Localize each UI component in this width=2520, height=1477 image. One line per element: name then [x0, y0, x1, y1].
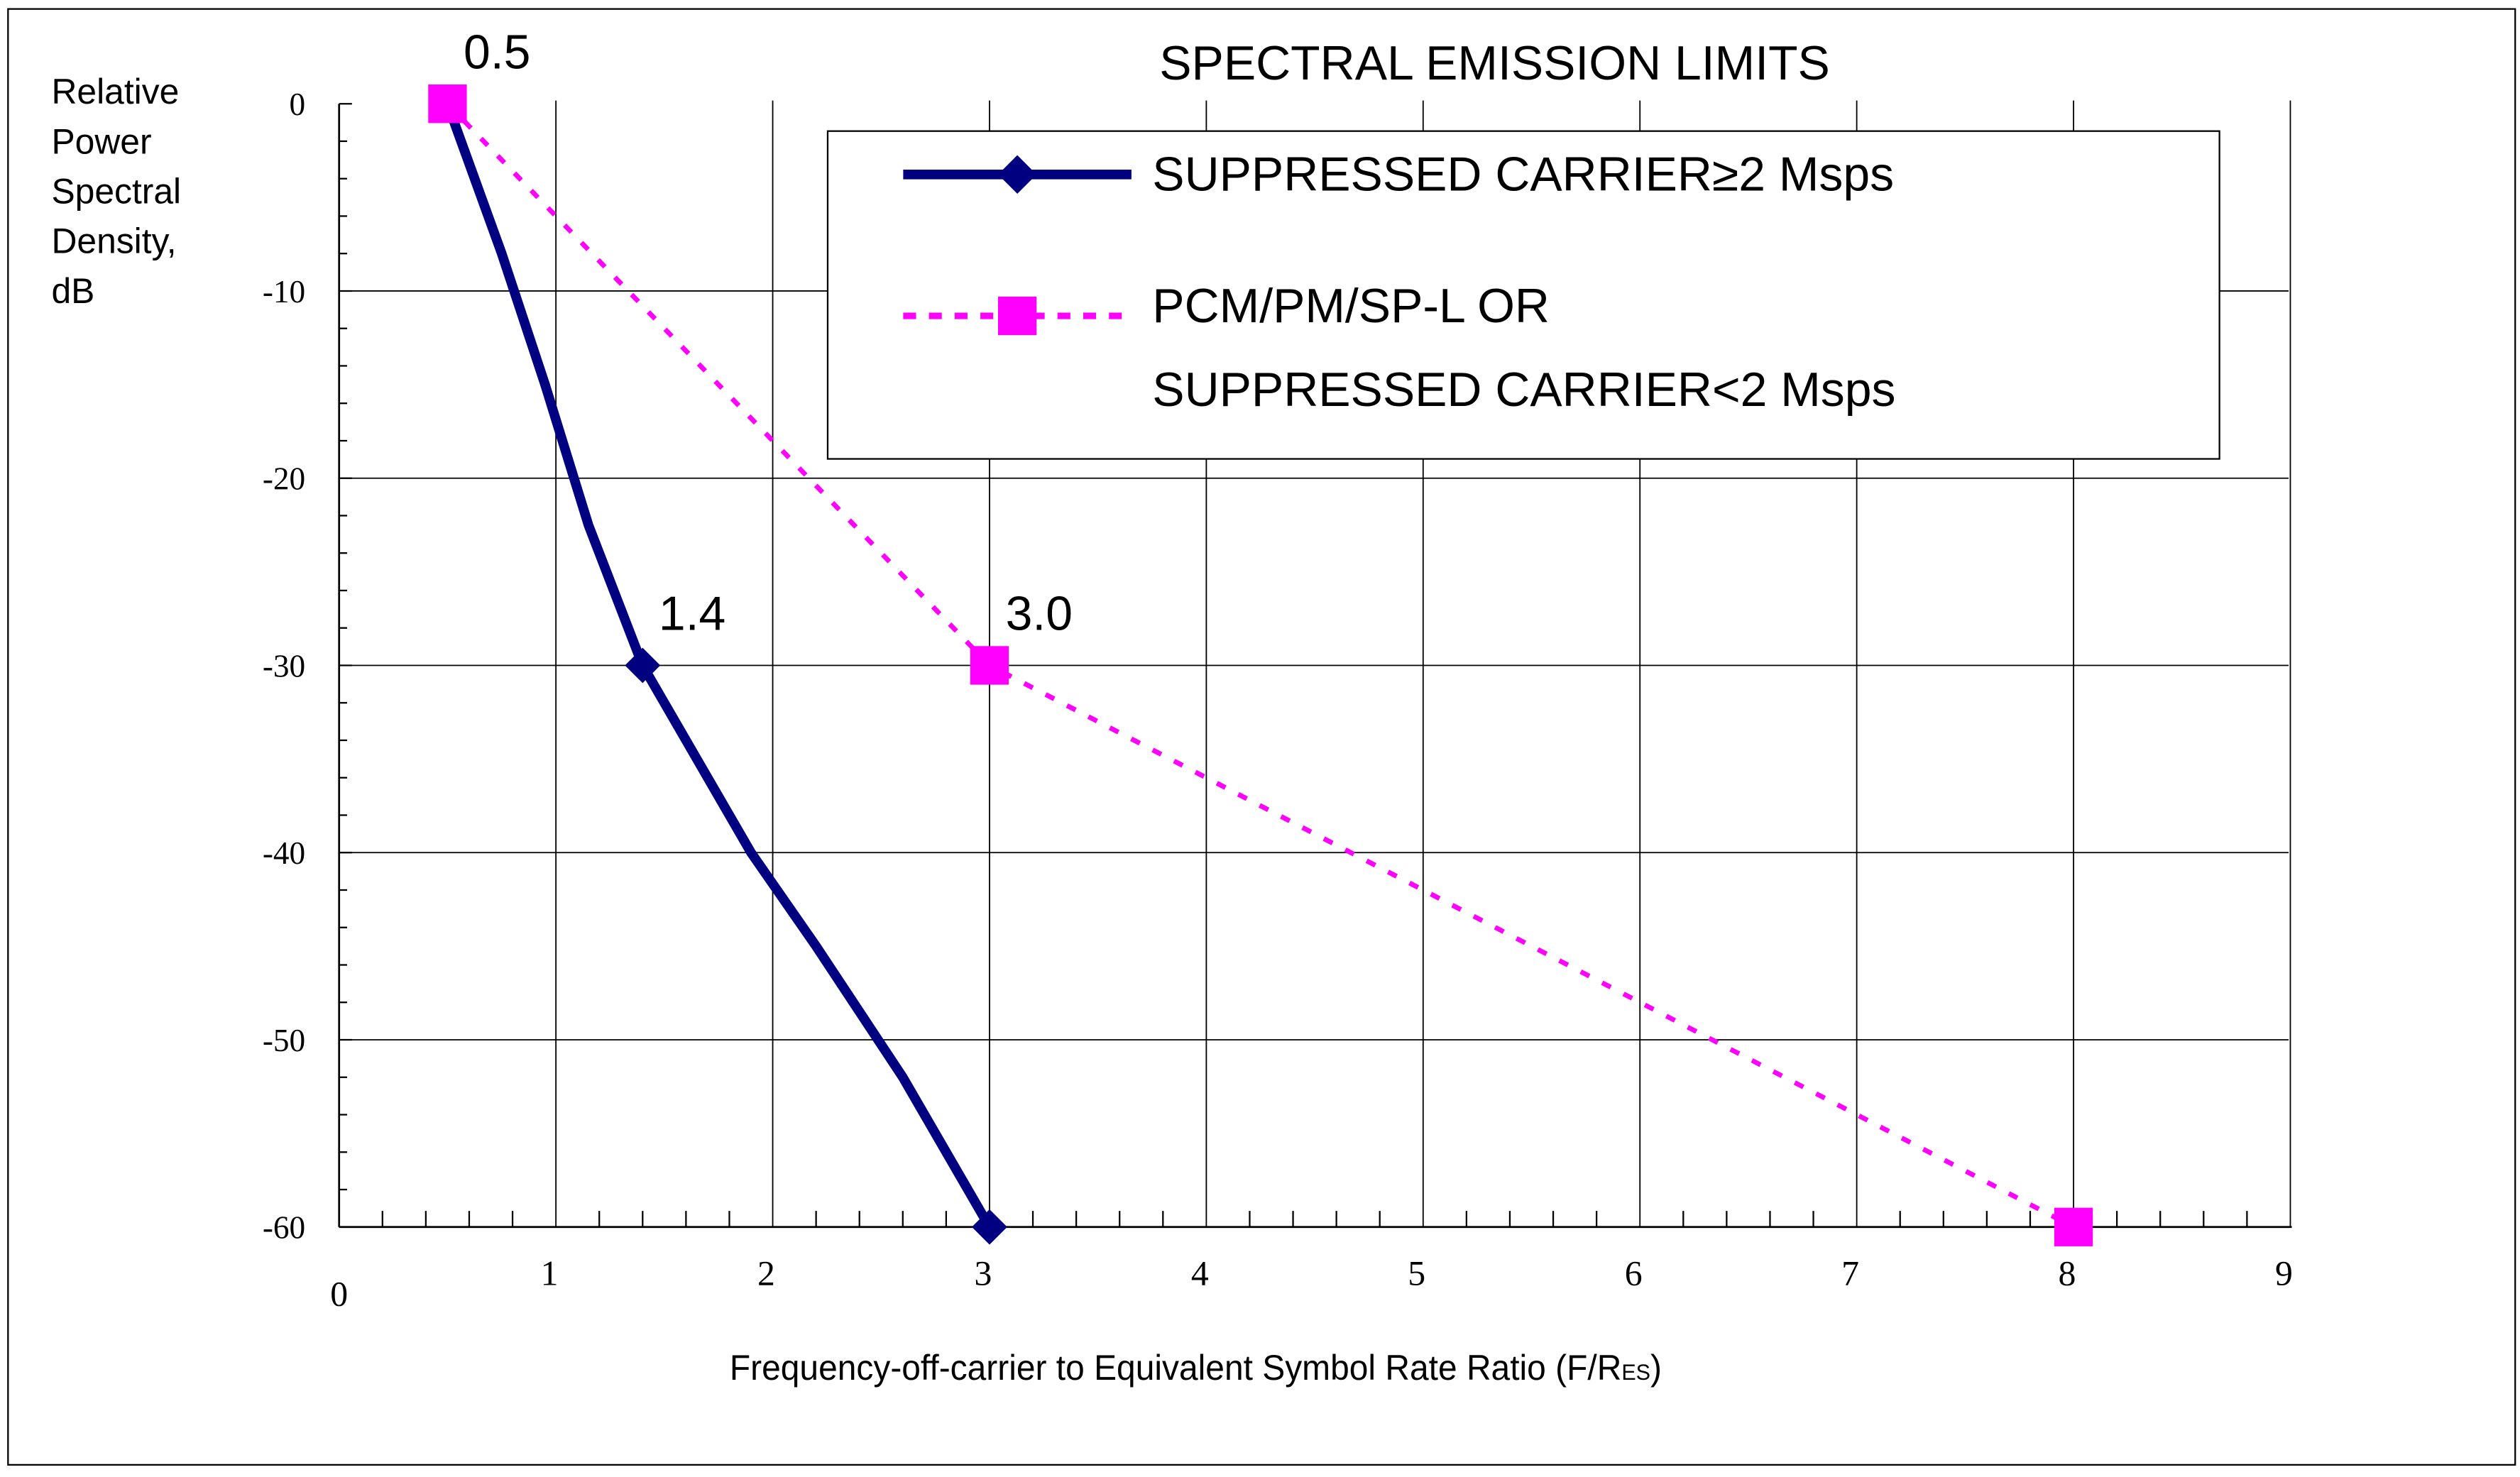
square-data-point: [970, 646, 1009, 685]
x-tick-label: 0: [330, 1275, 348, 1314]
diamond-data-point: [625, 647, 661, 683]
legend-square-marker-icon: [997, 296, 1037, 336]
y-tick-label: -10: [263, 274, 305, 309]
chart-title: SPECTRAL EMISSION LIMITS: [1159, 37, 1830, 90]
data-annotation: 1.4: [659, 588, 725, 641]
y-axis-label-line: Power: [51, 121, 151, 161]
x-tick-label: 4: [1191, 1253, 1209, 1292]
x-tick-label: 6: [1625, 1253, 1643, 1292]
y-tick-label: -60: [263, 1210, 305, 1246]
square-data-point: [2054, 1207, 2093, 1246]
data-annotation: 0.5: [464, 26, 530, 79]
legend-box: [826, 130, 2220, 460]
diamond-data-point: [972, 1209, 1007, 1245]
x-tick-label: 1: [541, 1253, 559, 1292]
data-annotation: 3.0: [1006, 588, 1073, 641]
x-tick-label: 9: [2275, 1253, 2293, 1292]
y-tick-label: -40: [263, 835, 305, 871]
legend-label-series-1: SUPPRESSED CARRIER≥2 Msps: [1152, 148, 1894, 201]
y-tick-label: -50: [263, 1023, 305, 1058]
legend: SUPPRESSED CARRIER≥2 Msps PCM/PM/SP-L OR…: [826, 130, 2220, 460]
y-axis-label-line: Relative: [51, 72, 179, 111]
x-tick-label: 7: [1841, 1253, 1859, 1292]
legend-diamond-marker-icon: [997, 155, 1037, 194]
y-tick-label: -20: [263, 461, 305, 497]
x-tick-label: 3: [974, 1253, 992, 1292]
y-axis-label-line: Density,: [51, 221, 176, 261]
axes: [338, 103, 2292, 1229]
legend-label-series-2-line-2: SUPPRESSED CARRIER<2 Msps: [1152, 363, 1895, 417]
series-line-1: [443, 101, 994, 1230]
legend-label-series-2-line-1: PCM/PM/SP-L OR: [1152, 280, 1550, 333]
annotations: 0.5 1.4 3.0: [464, 26, 1073, 640]
x-tick-label: 5: [1408, 1253, 1425, 1292]
x-tick-label: 2: [757, 1253, 775, 1292]
x-axis-label: Frequency-off-carrier to Equivalent Symb…: [730, 1348, 1662, 1388]
y-tick-label: -30: [263, 648, 305, 683]
x-tick-labels: 0 1 2 3 4 5 6 7 8 9: [330, 1253, 2293, 1313]
x-tick-label: 8: [2059, 1253, 2076, 1292]
y-axis-label-line: Spectral: [51, 172, 181, 212]
y-axis-label: Relative Power Spectral Density, dB: [51, 72, 181, 311]
y-tick-label: 0: [290, 87, 306, 122]
series-lines: [428, 84, 2093, 1246]
square-data-point: [428, 84, 467, 123]
y-tick-labels: 0 -10 -20 -30 -40 -50 -60: [263, 87, 305, 1246]
y-axis-label-line: dB: [51, 271, 94, 311]
